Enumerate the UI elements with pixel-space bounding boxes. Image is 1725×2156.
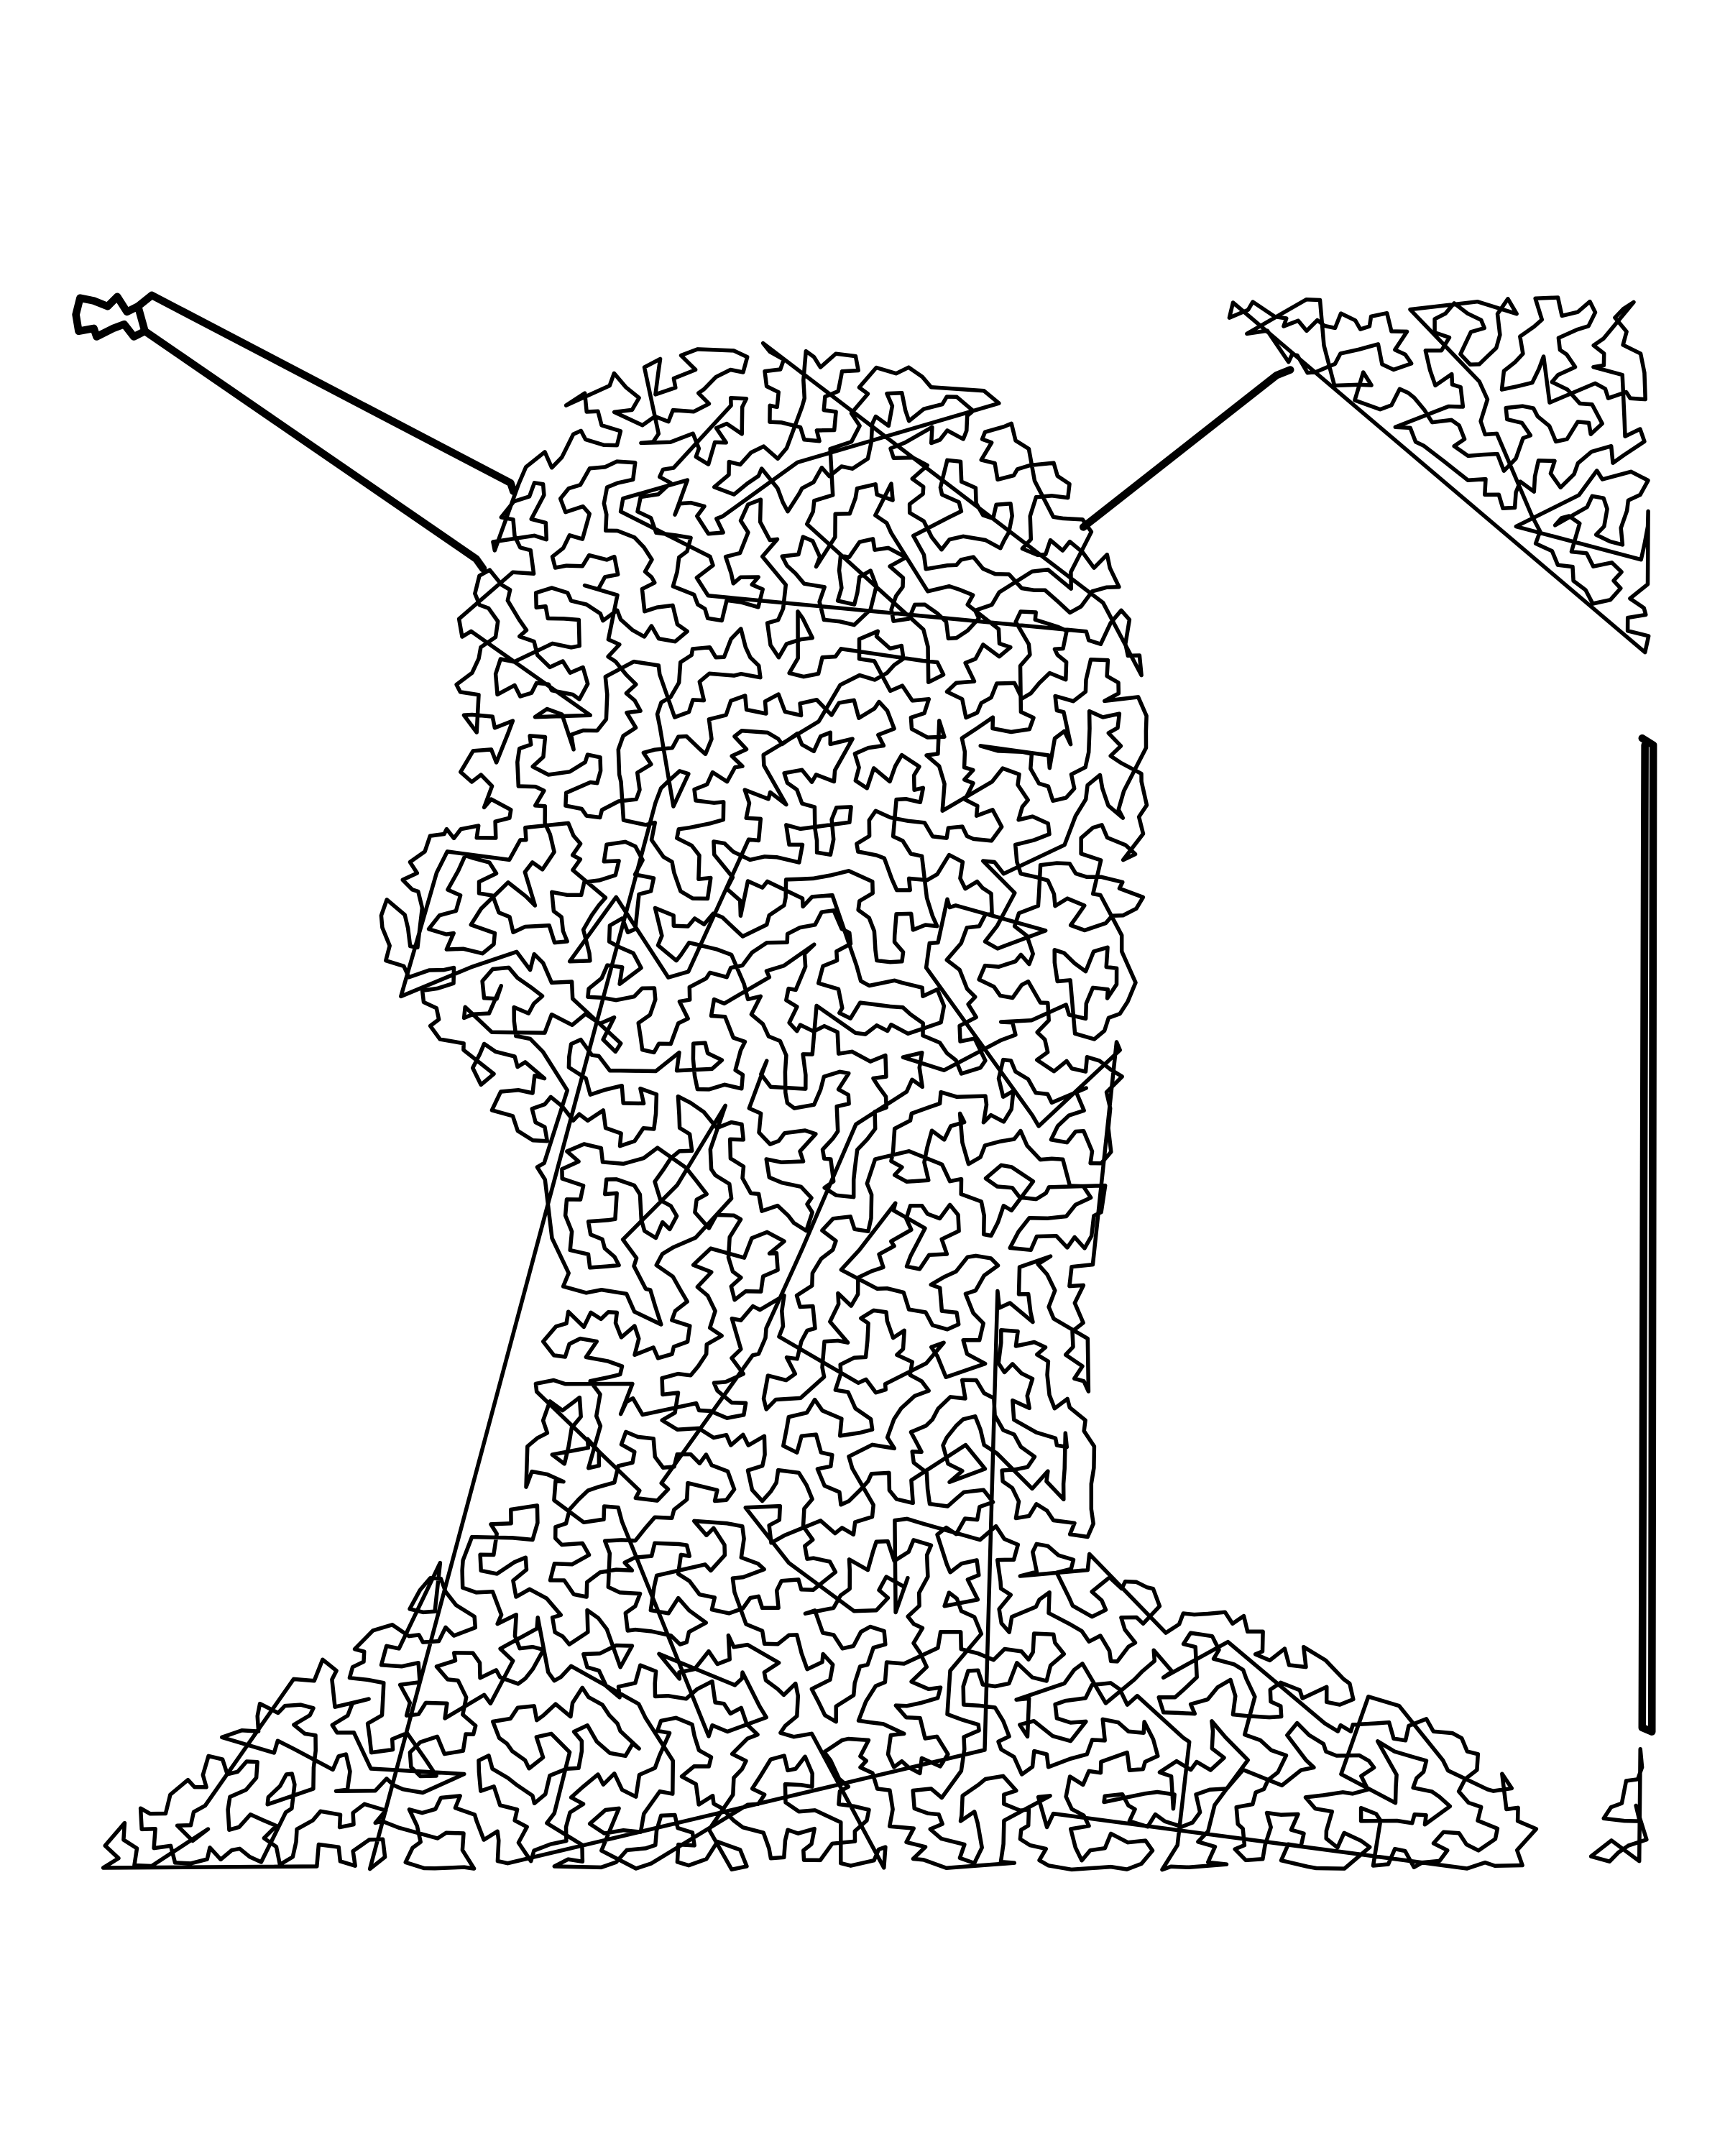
tsp-line-1 — [1227, 295, 1651, 655]
tsp-line-2 — [1588, 1747, 1649, 1864]
right-line — [1079, 366, 1294, 531]
top-left-squiggle — [72, 292, 149, 341]
left-double-line — [141, 327, 487, 573]
left-double-line-2 — [134, 291, 518, 495]
tsp-line-0 — [101, 341, 1539, 1872]
right-vertical-line — [1638, 734, 1657, 1736]
connectors — [72, 291, 1657, 1736]
